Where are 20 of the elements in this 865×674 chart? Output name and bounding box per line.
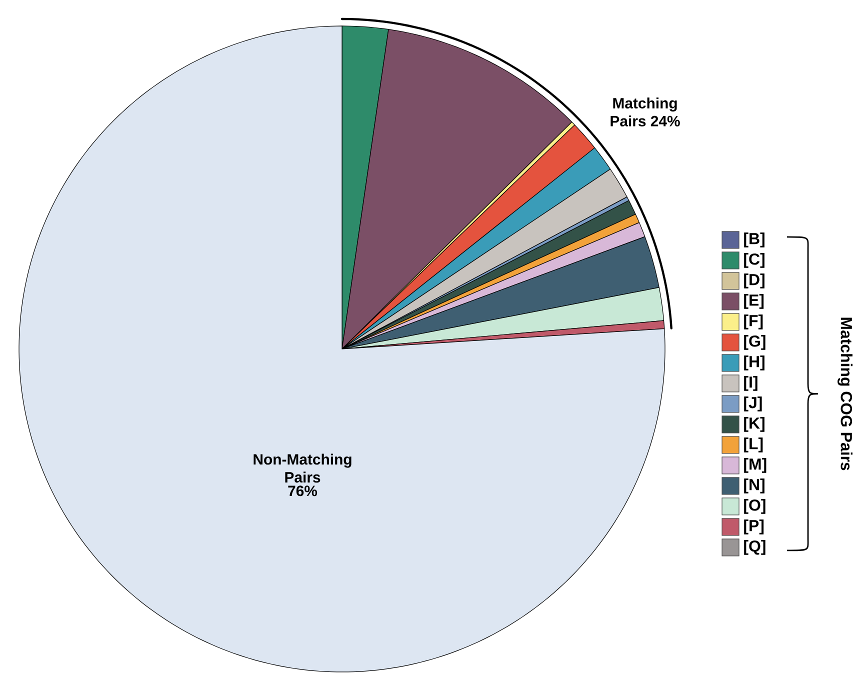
legend-label: [B] [744,232,764,248]
legend-label: [D] [744,274,764,288]
legend-label: [F] [744,314,763,330]
legend-label: [E] [744,294,764,309]
legend-label: [O] [744,499,766,514]
legend-label: [I] [744,376,758,391]
legend-label: [C] [744,253,764,268]
legend-label: [L] [744,438,763,452]
legend-label: [Q] [744,540,766,555]
legend-label: [K] [744,417,764,432]
legend-label: [P] [744,520,764,534]
slice-label: Non-Matching Pairs [254,454,352,483]
legend-label: [J] [744,396,762,412]
legend-label: [H] [744,356,764,370]
data-label: 76% [288,486,318,496]
legend-label: [G] [744,335,766,350]
text: Matching Pairs 24% [610,98,680,126]
legend-label: [N] [744,478,764,494]
legend-label: [M] [744,458,766,473]
legend-title: Matching COG Pairs [838,318,852,470]
